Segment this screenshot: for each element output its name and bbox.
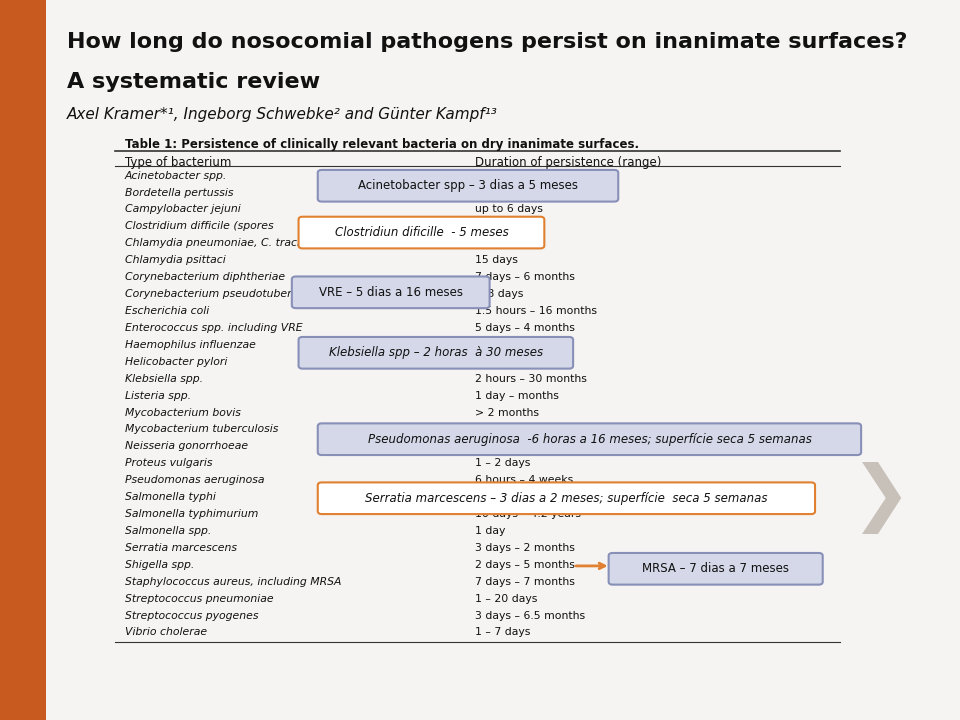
Text: 3 days – 5 months: 3 days – 5 months bbox=[475, 171, 575, 181]
Text: 1 day – months: 1 day – months bbox=[475, 390, 559, 400]
FancyBboxPatch shape bbox=[318, 423, 861, 455]
FancyBboxPatch shape bbox=[292, 276, 490, 308]
Text: 5 days – 4 months: 5 days – 4 months bbox=[475, 323, 575, 333]
Text: Shigella spp.: Shigella spp. bbox=[125, 560, 194, 570]
Text: MRSA – 7 dias a 7 meses: MRSA – 7 dias a 7 meses bbox=[642, 562, 789, 575]
Text: VRE – 5 dias a 16 meses: VRE – 5 dias a 16 meses bbox=[319, 286, 463, 299]
Text: < 90 minutes: < 90 minutes bbox=[475, 357, 549, 366]
Text: Campylobacter jejuni: Campylobacter jejuni bbox=[125, 204, 241, 215]
Text: Clostridiun dificille  - 5 meses: Clostridiun dificille - 5 meses bbox=[335, 226, 508, 239]
FancyBboxPatch shape bbox=[299, 337, 573, 369]
Text: 10 days – 4.2 years: 10 days – 4.2 years bbox=[475, 509, 581, 519]
Text: < 30 hours: < 30 hours bbox=[475, 238, 536, 248]
Text: 12 days: 12 days bbox=[475, 340, 518, 350]
Text: > 2 months: > 2 months bbox=[475, 408, 540, 418]
Text: Clostridium difficile (spores: Clostridium difficile (spores bbox=[125, 222, 274, 231]
Text: Escherichia coli: Escherichia coli bbox=[125, 306, 209, 316]
Text: 7 days – 6 months: 7 days – 6 months bbox=[475, 272, 575, 282]
Text: How long do nosocomial pathogens persist on inanimate surfaces?: How long do nosocomial pathogens persist… bbox=[67, 32, 908, 53]
FancyBboxPatch shape bbox=[318, 482, 815, 514]
Text: 1 – 20 days: 1 – 20 days bbox=[475, 593, 538, 603]
Text: up to 6 days: up to 6 days bbox=[475, 204, 543, 215]
Text: Streptococcus pneumoniae: Streptococcus pneumoniae bbox=[125, 593, 274, 603]
Text: Salmonella typhimurium: Salmonella typhimurium bbox=[125, 509, 258, 519]
FancyBboxPatch shape bbox=[609, 553, 823, 585]
Text: 6 hours – 4 weeks: 6 hours – 4 weeks bbox=[475, 492, 573, 502]
Text: Axel Kramer*¹, Ingeborg Schwebke² and Günter Kampf¹³: Axel Kramer*¹, Ingeborg Schwebke² and Gü… bbox=[67, 107, 498, 122]
Text: Helicobacter pylori: Helicobacter pylori bbox=[125, 357, 228, 366]
Text: Streptococcus pyogenes: Streptococcus pyogenes bbox=[125, 611, 258, 621]
Text: Type of bacterium: Type of bacterium bbox=[125, 156, 231, 168]
Text: ❯: ❯ bbox=[851, 462, 912, 534]
Text: 7 days – 7 months: 7 days – 7 months bbox=[475, 577, 575, 587]
Text: Corynebacterium pseudotuberculosis: Corynebacterium pseudotuberculosis bbox=[125, 289, 328, 299]
Text: 3 days – 2 months: 3 days – 2 months bbox=[475, 543, 575, 553]
Text: Chlamydia pneumoniae, C. trachomatis: Chlamydia pneumoniae, C. trachomatis bbox=[125, 238, 341, 248]
Text: Serratia marcescens – 3 dias a 2 meses; superfície  seca 5 semanas: Serratia marcescens – 3 dias a 2 meses; … bbox=[365, 492, 768, 505]
Text: 2 hours – 30 months: 2 hours – 30 months bbox=[475, 374, 588, 384]
Text: Klebsiella spp – 2 horas  à 30 meses: Klebsiella spp – 2 horas à 30 meses bbox=[328, 346, 543, 359]
FancyBboxPatch shape bbox=[318, 170, 618, 202]
Text: Vibrio cholerae: Vibrio cholerae bbox=[125, 627, 207, 637]
Text: Corynebacterium diphtheriae: Corynebacterium diphtheriae bbox=[125, 272, 285, 282]
Text: Table 1: Persistence of clinically relevant bacteria on dry inanimate surfaces.: Table 1: Persistence of clinically relev… bbox=[125, 138, 639, 151]
Text: Klebsiella spp.: Klebsiella spp. bbox=[125, 374, 203, 384]
Text: 1–8 days: 1–8 days bbox=[475, 289, 523, 299]
Text: Pseudomonas aeruginosa  -6 horas a 16 meses; superfície seca 5 semanas: Pseudomonas aeruginosa -6 horas a 16 mes… bbox=[368, 433, 811, 446]
Text: Bordetella pertussis: Bordetella pertussis bbox=[125, 187, 233, 197]
Text: Neisseria gonorrhoeae: Neisseria gonorrhoeae bbox=[125, 441, 248, 451]
Text: 6 hours – 4 weeks: 6 hours – 4 weeks bbox=[475, 475, 573, 485]
Text: Duration of persistence (range): Duration of persistence (range) bbox=[475, 156, 661, 168]
Text: Pseudomonas aeruginosa: Pseudomonas aeruginosa bbox=[125, 475, 264, 485]
Text: 15 days: 15 days bbox=[475, 256, 518, 265]
Text: Acinetobacter spp.: Acinetobacter spp. bbox=[125, 171, 228, 181]
FancyBboxPatch shape bbox=[299, 217, 544, 248]
Text: 3 days – 6.5 months: 3 days – 6.5 months bbox=[475, 611, 586, 621]
Text: Staphylococcus aureus, including MRSA: Staphylococcus aureus, including MRSA bbox=[125, 577, 342, 587]
Text: 1 day – 4 months: 1 day – 4 months bbox=[475, 424, 569, 434]
Text: Listeria spp.: Listeria spp. bbox=[125, 390, 191, 400]
Text: 3 – 5 days: 3 – 5 days bbox=[475, 187, 531, 197]
Text: > 5 months: > 5 months bbox=[475, 222, 540, 231]
Text: 1 – 7 days: 1 – 7 days bbox=[475, 627, 531, 637]
Text: Salmonella typhi: Salmonella typhi bbox=[125, 492, 216, 502]
Text: A systematic review: A systematic review bbox=[67, 72, 321, 92]
Text: Haemophilus influenzae: Haemophilus influenzae bbox=[125, 340, 255, 350]
Text: 1.5 hours – 16 months: 1.5 hours – 16 months bbox=[475, 306, 597, 316]
Text: 2 days – 5 months: 2 days – 5 months bbox=[475, 560, 575, 570]
Text: Acinetobacter spp – 3 dias a 5 meses: Acinetobacter spp – 3 dias a 5 meses bbox=[358, 179, 578, 192]
Text: 1 day: 1 day bbox=[475, 526, 506, 536]
Text: Enterococcus spp. including VRE: Enterococcus spp. including VRE bbox=[125, 323, 302, 333]
Bar bbox=[0, 0, 46, 720]
Text: 1 – 3 days: 1 – 3 days bbox=[475, 441, 531, 451]
Text: Serratia marcescens: Serratia marcescens bbox=[125, 543, 237, 553]
Text: Mycobacterium bovis: Mycobacterium bovis bbox=[125, 408, 241, 418]
Text: Proteus vulgaris: Proteus vulgaris bbox=[125, 459, 212, 468]
Text: 1 – 2 days: 1 – 2 days bbox=[475, 459, 531, 468]
Text: Mycobacterium tuberculosis: Mycobacterium tuberculosis bbox=[125, 424, 278, 434]
Text: Salmonella spp.: Salmonella spp. bbox=[125, 526, 211, 536]
Text: Chlamydia psittaci: Chlamydia psittaci bbox=[125, 256, 226, 265]
